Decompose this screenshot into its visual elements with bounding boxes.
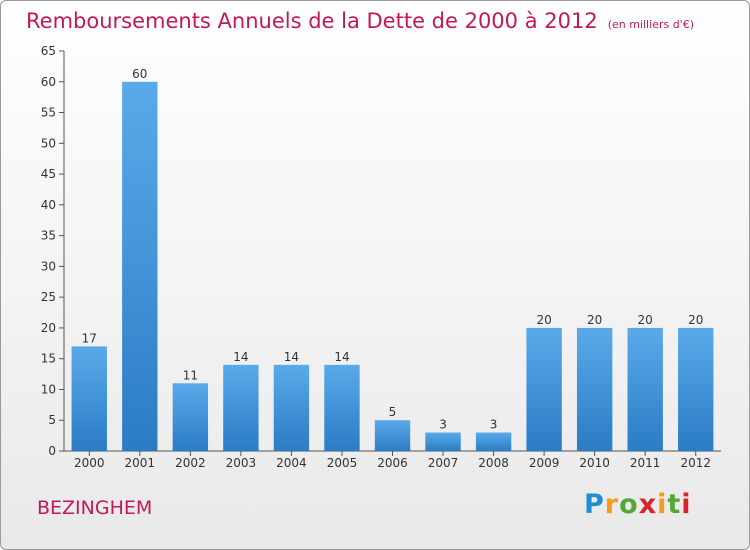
x-tick-label: 2007 — [428, 456, 459, 470]
bar — [273, 364, 310, 451]
x-tick-label: 2001 — [125, 456, 156, 470]
x-tick-label: 2012 — [680, 456, 711, 470]
y-tick-label: 60 — [41, 75, 56, 89]
data-label: 20 — [688, 313, 703, 327]
town-name: BEZINGHEM — [37, 497, 153, 519]
y-tick-label: 35 — [41, 229, 56, 243]
x-tick-label: 2011 — [630, 456, 661, 470]
bar — [324, 364, 360, 451]
x-tick-label: 2004 — [276, 456, 307, 470]
data-label: 14 — [334, 350, 349, 364]
bar — [678, 327, 714, 451]
y-tick-label: 10 — [41, 382, 56, 396]
bar — [475, 432, 512, 451]
chart-title: Remboursements Annuels de la Dette de 20… — [26, 9, 694, 33]
x-tick-label: 2005 — [327, 456, 358, 470]
chart-title-text: Remboursements Annuels de la Dette de 20… — [26, 9, 598, 33]
chart-subtitle: (en milliers d'€) — [607, 18, 694, 31]
y-tick-label: 65 — [41, 44, 56, 58]
y-tick-label: 40 — [41, 198, 56, 212]
bar — [122, 81, 158, 452]
data-label: 5 — [389, 405, 397, 419]
data-label: 60 — [132, 67, 147, 81]
bar — [576, 327, 613, 451]
y-tick-label: 55 — [41, 106, 56, 120]
data-label: 20 — [587, 313, 602, 327]
data-label: 14 — [284, 350, 299, 364]
proxiti-logo: Proxiti — [584, 489, 692, 520]
bar — [425, 432, 461, 451]
bar — [627, 327, 663, 451]
y-tick-label: 5 — [48, 413, 56, 427]
y-tick-label: 30 — [41, 259, 56, 273]
x-tick-label: 2006 — [377, 456, 408, 470]
x-tick-label: 2000 — [74, 456, 105, 470]
y-tick-label: 20 — [41, 321, 56, 335]
y-tick-label: 15 — [41, 352, 56, 366]
bar — [526, 327, 562, 451]
bar — [71, 346, 107, 451]
data-label: 3 — [439, 418, 447, 432]
y-tick-label: 0 — [48, 444, 56, 458]
x-tick-label: 2002 — [175, 456, 206, 470]
x-tick-label: 2003 — [226, 456, 257, 470]
bar — [374, 420, 411, 451]
bar — [172, 383, 209, 451]
data-label: 14 — [233, 350, 248, 364]
x-tick-label: 2010 — [579, 456, 610, 470]
y-tick-label: 50 — [41, 136, 56, 150]
data-label: 20 — [536, 313, 551, 327]
data-label: 3 — [490, 418, 498, 432]
data-label: 20 — [638, 313, 653, 327]
y-tick-label: 45 — [41, 167, 56, 181]
y-tick-label: 25 — [41, 290, 56, 304]
bar — [223, 364, 259, 451]
data-label: 11 — [183, 368, 198, 382]
data-label: 17 — [82, 331, 97, 345]
x-tick-label: 2009 — [529, 456, 560, 470]
x-tick-label: 2008 — [478, 456, 509, 470]
